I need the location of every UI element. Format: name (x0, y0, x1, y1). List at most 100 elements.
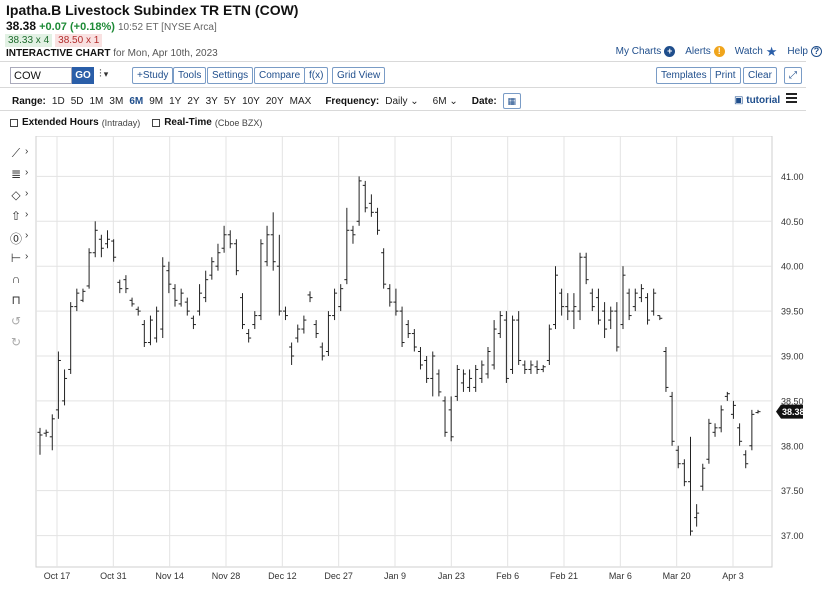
period-select[interactable]: 6M ⌄ (433, 96, 458, 107)
ohlc-bar (491, 320, 497, 370)
compare-button[interactable]: Compare (254, 67, 306, 84)
ohlc-bar (172, 284, 178, 307)
tutorial-link[interactable]: ▣ tutorial (734, 95, 780, 106)
ohlc-bar (730, 400, 736, 419)
frequency-label: Frequency: (325, 95, 380, 107)
page-title: Ipatha.B Livestock Subindex TR ETN (COW) (6, 2, 299, 18)
range-5d[interactable]: 5D (70, 95, 84, 107)
ohlc-bar (344, 207, 350, 285)
redo-button[interactable]: ↻ (6, 335, 36, 353)
tools-button[interactable]: Tools (173, 67, 207, 84)
ohlc-bar (368, 194, 374, 217)
ohlc-bar (221, 225, 227, 253)
ohlc-bar (417, 347, 423, 370)
shape-tool-icon: ◇ (11, 188, 21, 202)
ohlc-bar (289, 342, 295, 365)
ohlc-bar (393, 288, 399, 316)
ohlc-bar (332, 288, 338, 321)
range-20y[interactable]: 20Y (265, 95, 284, 107)
range-3m[interactable]: 3M (109, 95, 124, 107)
magnet-button[interactable]: ∩ (6, 272, 36, 290)
ohlc-bar (589, 288, 595, 312)
ohlc-bar (645, 293, 651, 325)
lock-button[interactable]: ⊓ (6, 293, 36, 311)
ohlc-bar (552, 266, 558, 330)
ohlc-bar (510, 315, 516, 374)
expand-icon[interactable]: ⤢ (784, 67, 802, 84)
help-link[interactable]: Help ? (787, 46, 822, 57)
range-3y[interactable]: 3Y (205, 95, 218, 107)
ohlc-bar (381, 248, 387, 289)
range-5y[interactable]: 5Y (223, 95, 237, 107)
my-charts-link[interactable]: My Charts + (616, 46, 676, 57)
ohlc-bar (700, 463, 706, 491)
ohlc-bar (559, 288, 565, 316)
grid-view-button[interactable]: Grid View (332, 67, 386, 84)
range-row: Range: 1D 5D 1M 3M 6M 9M 1Y 2Y 3Y 5Y 10Y… (12, 93, 521, 109)
range-2y[interactable]: 2Y (187, 95, 200, 107)
ohlc-bar (37, 427, 43, 455)
frequency-select[interactable]: Daily ⌄ (385, 96, 418, 107)
ohlc-bar (540, 364, 546, 373)
range-9m[interactable]: 9M (149, 95, 164, 107)
chart-type-selector[interactable]: ⫶ ▾ (99, 68, 108, 81)
range-10y[interactable]: 10Y (242, 95, 260, 107)
ohlc-bar (270, 212, 276, 271)
hamburger-menu-icon[interactable] (786, 93, 797, 103)
ohlc-bar (123, 275, 129, 294)
ohlc-bar (724, 391, 730, 401)
redo-icon: ↻ (10, 335, 22, 349)
real-time-checkbox[interactable] (152, 118, 161, 127)
arrow-tool-button[interactable]: ⇧ › (6, 209, 36, 227)
ohlc-bar (485, 347, 491, 379)
ohlc-bar (203, 270, 209, 303)
fib-tool-button[interactable]: ≣ › (6, 167, 36, 185)
x-tick-label: Nov 28 (212, 571, 241, 581)
fx-button[interactable]: f(x) (304, 67, 329, 84)
ohlc-bar (375, 207, 381, 235)
line-tool-button[interactable]: ⟋ › (6, 146, 36, 164)
ohlc-bar (295, 324, 301, 343)
measure-tool-button[interactable]: ⊢ › (6, 251, 36, 269)
ohlc-bar (147, 315, 153, 346)
plot-area (35, 136, 773, 568)
frequency-value: Daily (385, 95, 408, 107)
print-button[interactable]: Print (710, 67, 741, 84)
y-tick-label: 39.50 (781, 307, 804, 317)
x-tick-label: Nov 14 (155, 571, 184, 581)
ohlc-bar (620, 266, 626, 330)
marker-tool-button[interactable]: ⓪ › (6, 230, 36, 248)
plus-circle-icon: + (664, 46, 676, 57)
undo-button[interactable]: ↺ (6, 314, 36, 332)
go-button[interactable]: GO (72, 67, 94, 84)
settings-button[interactable]: Settings (207, 67, 254, 84)
range-max[interactable]: MAX (289, 95, 312, 107)
extended-hours-checkbox[interactable] (10, 118, 18, 127)
toolbar-divider (0, 87, 806, 88)
last-price: 38.38 (6, 19, 37, 33)
ohlc-bar (743, 450, 749, 469)
shape-tool-button[interactable]: ◇ › (6, 188, 36, 206)
symbol-input[interactable] (10, 67, 72, 84)
last-price-label: 38.38 (782, 407, 805, 417)
alerts-link[interactable]: Alerts ! (685, 46, 725, 57)
ohlc-bar (43, 429, 49, 437)
watch-link[interactable]: Watch ★ (735, 45, 778, 58)
y-tick-label: 40.50 (781, 217, 804, 227)
ohlc-bar (62, 369, 68, 406)
range-6m[interactable]: 6M (129, 95, 144, 107)
range-1y[interactable]: 1Y (169, 95, 182, 107)
ohlc-bar (233, 239, 239, 276)
y-tick-label: 37.50 (781, 486, 804, 496)
ohlc-bar (178, 288, 184, 307)
templates-button[interactable]: Templates (656, 67, 712, 84)
ohlc-bar (154, 306, 160, 343)
clear-button[interactable]: Clear (743, 67, 777, 84)
add-study-button[interactable]: +Study (132, 67, 174, 84)
calendar-icon[interactable]: ▦ (502, 93, 521, 109)
ohlc-bar (405, 320, 411, 339)
range-1d[interactable]: 1D (51, 95, 65, 107)
price-chart[interactable]: 37.00 37.50 38.00 38.50 39.00 39.50 40.00 40.50… (0, 136, 832, 586)
range-1m[interactable]: 1M (89, 95, 104, 107)
ohlc-bar (687, 436, 693, 536)
